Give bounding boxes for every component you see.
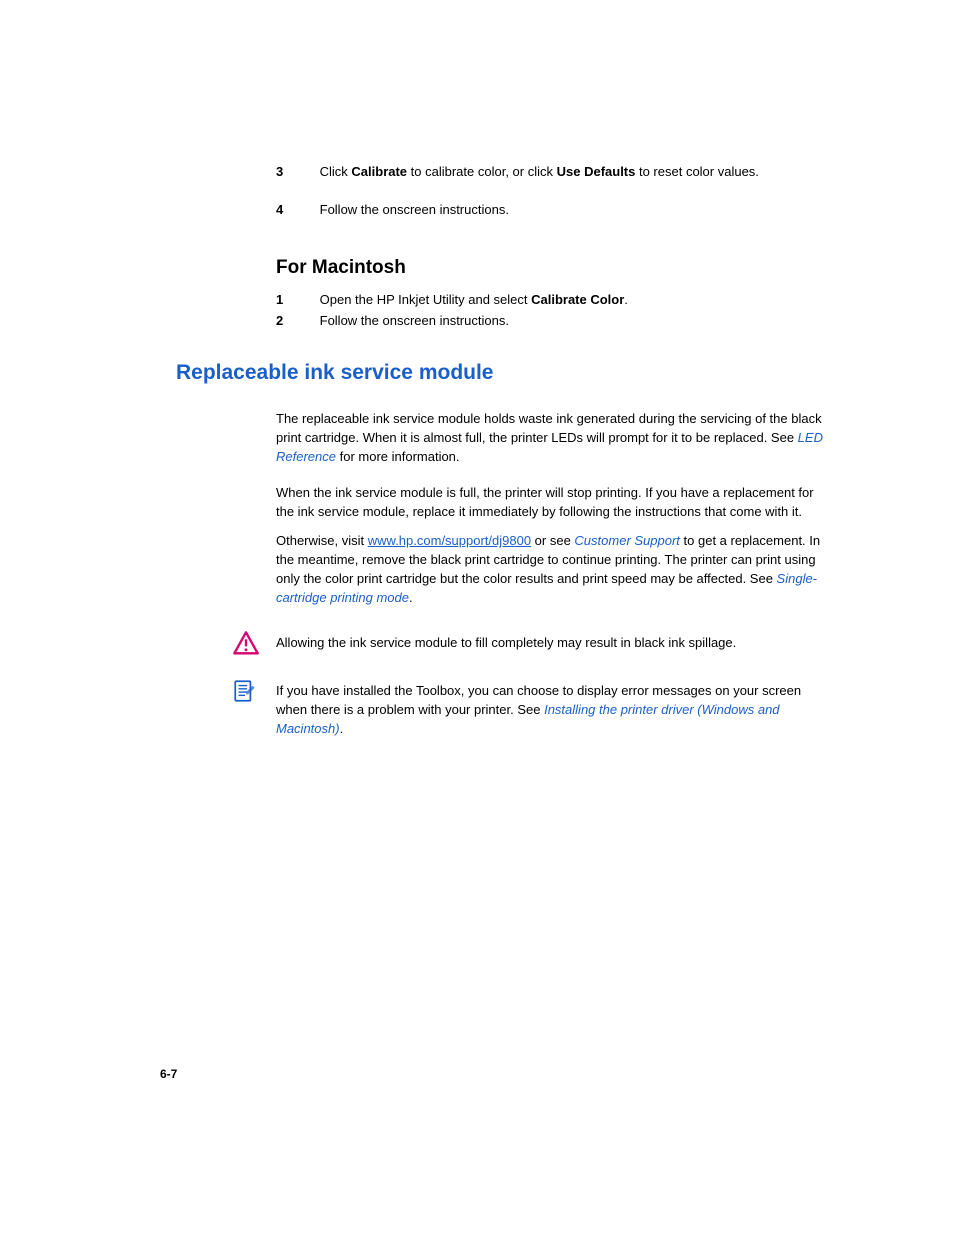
step-number: 2 bbox=[276, 312, 316, 331]
note-icon bbox=[232, 678, 258, 710]
step-item: 2 Follow the onscreen instructions. bbox=[276, 312, 834, 331]
step-item: 3 Click Calibrate to calibrate color, or… bbox=[276, 163, 834, 182]
step-number: 1 bbox=[276, 291, 316, 310]
ui-label-use-defaults: Use Defaults bbox=[557, 164, 636, 179]
step-text: Follow the onscreen instructions. bbox=[320, 313, 509, 328]
caution-text: Allowing the ink service module to fill … bbox=[276, 634, 834, 653]
paragraph: The replaceable ink service module holds… bbox=[276, 410, 834, 467]
step-item: 1 Open the HP Inkjet Utility and select … bbox=[276, 291, 834, 310]
caution-icon bbox=[232, 630, 260, 664]
paragraph: Otherwise, visit www.hp.com/support/dj98… bbox=[276, 532, 834, 607]
ui-label-calibrate-color: Calibrate Color bbox=[531, 292, 624, 307]
note-text: If you have installed the Toolbox, you c… bbox=[276, 682, 834, 739]
step-number: 3 bbox=[276, 163, 316, 182]
step-text: Open the HP Inkjet Utility and select Ca… bbox=[320, 292, 628, 307]
step-text: Click Calibrate to calibrate color, or c… bbox=[320, 164, 759, 179]
step-number: 4 bbox=[276, 201, 316, 220]
link-customer-support[interactable]: Customer Support bbox=[574, 533, 680, 548]
step-text: Follow the onscreen instructions. bbox=[320, 202, 509, 217]
document-page: 3 Click Calibrate to calibrate color, or… bbox=[0, 0, 954, 1235]
ui-label-calibrate: Calibrate bbox=[351, 164, 407, 179]
step-item: 4 Follow the onscreen instructions. bbox=[276, 201, 834, 220]
subheading-macintosh: For Macintosh bbox=[276, 254, 834, 282]
page-number: 6-7 bbox=[160, 1066, 177, 1083]
heading-ink-service-module: Replaceable ink service module bbox=[176, 358, 493, 388]
link-url[interactable]: www.hp.com/support/dj9800 bbox=[368, 533, 531, 548]
paragraph: When the ink service module is full, the… bbox=[276, 484, 834, 522]
